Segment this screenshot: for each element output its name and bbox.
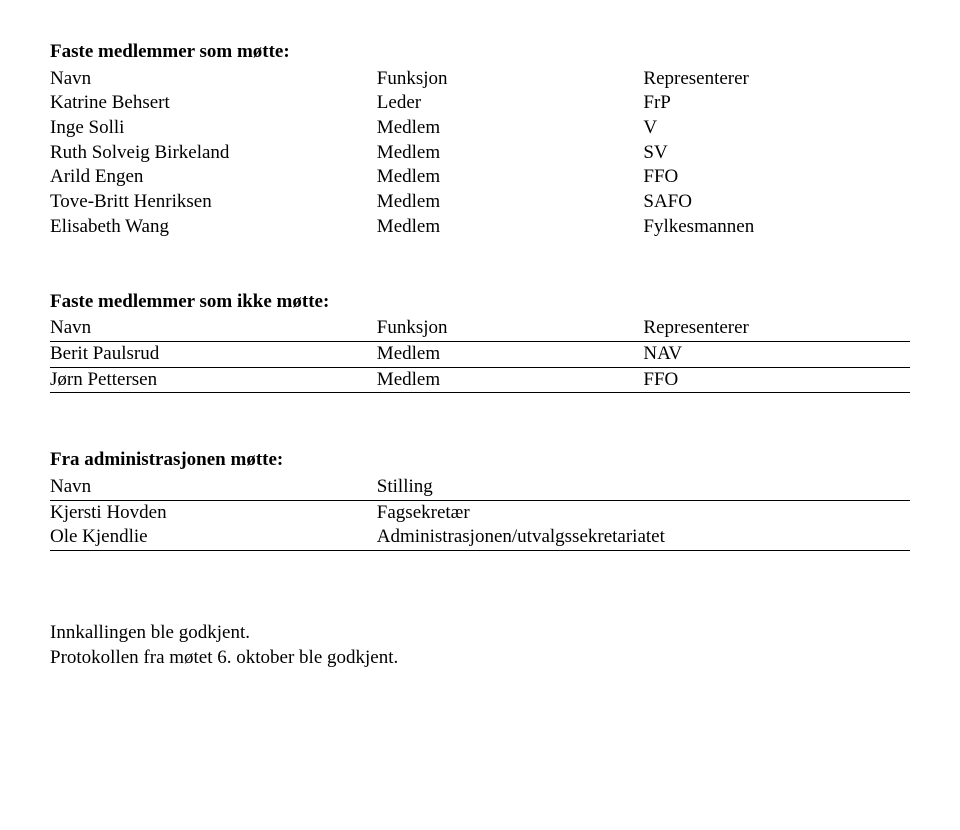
table-row: Elisabeth Wang Medlem Fylkesmannen: [50, 215, 910, 240]
col-header-rep: Representerer: [643, 67, 910, 92]
footer-text: Innkallingen ble godkjent. Protokollen f…: [50, 621, 910, 670]
cell-rep: FFO: [643, 165, 910, 190]
members-absent-section: Faste medlemmer som ikke møtte: Navn Fun…: [50, 290, 910, 394]
table-row: Ruth Solveig Birkeland Medlem SV: [50, 141, 910, 166]
col-header-role: Funksjon: [377, 67, 644, 92]
cell-name: Berit Paulsrud: [50, 341, 377, 367]
cell-role: Medlem: [377, 367, 644, 393]
cell-rep: SV: [643, 141, 910, 166]
cell-position: Fagsekretær: [377, 500, 910, 525]
footer-line-2: Protokollen fra møtet 6. oktober ble god…: [50, 646, 910, 671]
footer-line-1: Innkallingen ble godkjent.: [50, 621, 910, 646]
table-header-row: Navn Stilling: [50, 475, 910, 500]
cell-role: Medlem: [377, 190, 644, 215]
col-header-position: Stilling: [377, 475, 910, 500]
table-row: Katrine Behsert Leder FrP: [50, 91, 910, 116]
cell-position: Administrasjonen/utvalgssekretariatet: [377, 525, 910, 550]
col-header-rep: Representerer: [643, 316, 910, 341]
table-row: Tove-Britt Henriksen Medlem SAFO: [50, 190, 910, 215]
administration-title: Fra administrasjonen møtte:: [50, 448, 910, 473]
members-present-section: Faste medlemmer som møtte: Navn Funksjon…: [50, 40, 910, 240]
cell-role: Medlem: [377, 215, 644, 240]
table-row: Ole Kjendlie Administrasjonen/utvalgssek…: [50, 525, 910, 550]
col-header-name: Navn: [50, 67, 377, 92]
cell-name: Ole Kjendlie: [50, 525, 377, 550]
col-header-name: Navn: [50, 475, 377, 500]
cell-rep: V: [643, 116, 910, 141]
table-header-row: Navn Funksjon Representerer: [50, 67, 910, 92]
table-header-row: Navn Funksjon Representerer: [50, 316, 910, 341]
cell-rep: FrP: [643, 91, 910, 116]
cell-role: Medlem: [377, 116, 644, 141]
cell-name: Inge Solli: [50, 116, 377, 141]
administration-section: Fra administrasjonen møtte: Navn Stillin…: [50, 448, 910, 551]
members-absent-table: Navn Funksjon Representerer Berit Paulsr…: [50, 316, 910, 393]
cell-name: Elisabeth Wang: [50, 215, 377, 240]
administration-table: Navn Stilling Kjersti Hovden Fagsekretær…: [50, 475, 910, 551]
cell-rep: SAFO: [643, 190, 910, 215]
cell-name: Jørn Pettersen: [50, 367, 377, 393]
table-row: Arild Engen Medlem FFO: [50, 165, 910, 190]
cell-name: Katrine Behsert: [50, 91, 377, 116]
col-header-name: Navn: [50, 316, 377, 341]
table-row: Inge Solli Medlem V: [50, 116, 910, 141]
cell-role: Medlem: [377, 141, 644, 166]
table-row: Berit Paulsrud Medlem NAV: [50, 341, 910, 367]
table-row: Jørn Pettersen Medlem FFO: [50, 367, 910, 393]
cell-rep: NAV: [643, 341, 910, 367]
cell-role: Medlem: [377, 341, 644, 367]
members-present-table: Navn Funksjon Representerer Katrine Behs…: [50, 67, 910, 240]
cell-name: Tove-Britt Henriksen: [50, 190, 377, 215]
members-present-title: Faste medlemmer som møtte:: [50, 40, 910, 65]
cell-name: Kjersti Hovden: [50, 500, 377, 525]
cell-name: Arild Engen: [50, 165, 377, 190]
cell-name: Ruth Solveig Birkeland: [50, 141, 377, 166]
members-absent-title: Faste medlemmer som ikke møtte:: [50, 290, 910, 315]
cell-rep: FFO: [643, 367, 910, 393]
cell-role: Medlem: [377, 165, 644, 190]
col-header-role: Funksjon: [377, 316, 644, 341]
table-row: Kjersti Hovden Fagsekretær: [50, 500, 910, 525]
cell-rep: Fylkesmannen: [643, 215, 910, 240]
cell-role: Leder: [377, 91, 644, 116]
